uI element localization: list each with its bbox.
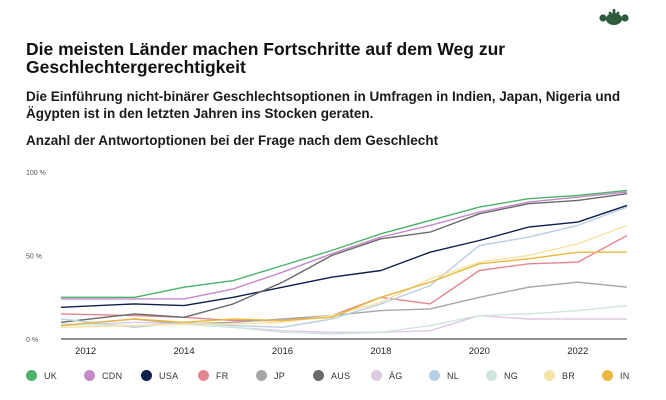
legend-item-aus: AUS	[313, 370, 371, 381]
legend-label: USA	[159, 370, 179, 381]
legend-swatch	[371, 370, 382, 381]
legend-swatch	[602, 370, 613, 381]
surveymonkey-logo-icon	[599, 9, 629, 25]
legend-swatch	[429, 370, 440, 381]
legend-item-äg: ÄG	[371, 370, 429, 381]
legend-label: FR	[216, 370, 229, 381]
x-tick-label: 2018	[370, 346, 391, 357]
legend-item-ng: NG	[486, 370, 544, 381]
legend-item-cdn: CDN	[84, 370, 141, 381]
legend-swatch	[486, 370, 497, 381]
legend-swatch	[256, 370, 267, 381]
page-subtitle: Die Einführung nicht-binärer Geschlechts…	[26, 89, 621, 121]
series-line-fr	[60, 234, 628, 322]
legend-label: NG	[504, 370, 519, 381]
x-tick-label: 2012	[75, 346, 96, 357]
y-tick-label: 50 %	[26, 254, 42, 261]
y-tick-label: 100 %	[26, 170, 46, 177]
y-tick-label: 0 %	[26, 337, 38, 344]
page-title: Die meisten Länder machen Fortschritte a…	[26, 39, 506, 77]
legend-label: NL	[447, 370, 460, 381]
legend-swatch	[313, 370, 324, 381]
legend-item-fr: FR	[198, 370, 256, 381]
legend-label: CDN	[102, 370, 123, 381]
legend-item-jp: JP	[256, 370, 313, 381]
legend-swatch	[198, 370, 209, 381]
legend-item-br: BR	[544, 370, 602, 381]
legend-label: IN	[620, 370, 630, 381]
x-tick-label: 2014	[173, 346, 194, 357]
chart-legend: UK CDN USA FR JP AUS ÄG NL NG BR IN	[26, 370, 642, 381]
series-line-cdn	[61, 191, 628, 300]
series-line-usa	[60, 204, 628, 308]
legend-label: BR	[562, 370, 576, 381]
legend-swatch	[141, 370, 152, 381]
legend-label: JP	[274, 370, 286, 381]
x-tick-label: 2022	[567, 346, 588, 357]
legend-item-nl: NL	[429, 370, 486, 381]
x-tick-label: 2020	[469, 346, 490, 357]
series-line-in	[60, 251, 627, 327]
legend-swatch	[544, 370, 555, 381]
legend-label: ÄG	[389, 370, 403, 381]
legend-label: AUS	[331, 370, 351, 381]
x-tick-label: 2016	[272, 346, 293, 357]
line-chart: 0 % 50 % 100 % 2012 2014 2016 2018 2020 2022	[26, 170, 628, 357]
chart-title: Anzahl der Antwortoptionen bei der Frage…	[26, 133, 439, 148]
legend-swatch	[84, 370, 95, 381]
legend-item-uk: UK	[26, 370, 84, 381]
series-line-aus	[60, 193, 628, 323]
legend-swatch	[26, 370, 37, 381]
series-line-äg	[60, 314, 627, 334]
legend-item-usa: USA	[141, 370, 198, 381]
series-line-br	[60, 224, 628, 328]
legend-label: UK	[44, 370, 58, 381]
series-line-uk	[61, 189, 628, 299]
series-line-nl	[60, 206, 628, 329]
legend-item-in: IN	[602, 370, 642, 381]
